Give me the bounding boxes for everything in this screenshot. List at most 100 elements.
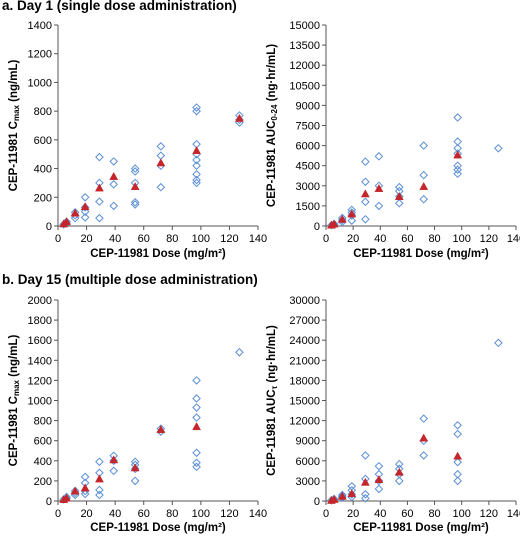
y-axis-label-subscript: 0-24	[270, 104, 279, 121]
x-tick-label: 100	[192, 508, 210, 520]
data-point-diamond	[80, 472, 90, 482]
data-point-diamond	[361, 489, 370, 499]
data-point-triangle	[394, 192, 404, 200]
y-tick-label: 10500	[289, 80, 320, 92]
data-point-triangle	[374, 183, 384, 192]
data-point-diamond	[419, 414, 429, 423]
y-tick-label: 1400	[28, 20, 52, 32]
data-point-diamond	[192, 413, 201, 422]
y-tick-label: 2000	[28, 295, 52, 307]
y-tick-label: 18000	[289, 375, 320, 387]
x-tick-label: 140	[249, 508, 267, 520]
y-tick-label: 0	[46, 221, 52, 233]
data-point-diamond	[109, 201, 119, 211]
y-tick-label: 15000	[289, 396, 320, 408]
data-point-diamond	[156, 151, 166, 160]
data-point-triangle	[419, 181, 429, 190]
data-point-diamond	[453, 113, 462, 122]
section-title-day1: a. Day 1 (single dose administration)	[2, 0, 237, 13]
data-point-diamond	[347, 489, 357, 499]
data-point-diamond	[130, 476, 140, 486]
y-axis-label: CEP-11981 AUCτ (ng·hr/mL)	[266, 325, 279, 476]
y-axis-label-units: (ng·hr/mL)	[266, 325, 278, 386]
data-point-diamond	[361, 451, 370, 460]
x-tick-label: 120	[220, 508, 238, 520]
data-point-diamond	[109, 157, 119, 166]
data-point-diamond	[192, 155, 201, 165]
data-point-diamond	[192, 462, 201, 472]
section-title-day15: b. Day 15 (multiple dose administration)	[2, 272, 258, 287]
data-point-diamond	[361, 157, 370, 166]
data-point-diamond	[80, 213, 90, 222]
y-axis-label-main: CEP-11981 C	[8, 396, 20, 466]
data-point-diamond	[192, 394, 201, 403]
y-tick-label: 1200	[28, 375, 52, 387]
data-point-diamond	[419, 170, 429, 180]
data-point-diamond	[394, 476, 404, 486]
data-point-diamond	[95, 152, 104, 162]
data-point-diamond	[192, 106, 201, 116]
y-tick-label: 27000	[289, 315, 320, 327]
y-tick-label: 9000	[296, 100, 320, 112]
data-point-diamond	[361, 177, 370, 187]
data-point-diamond	[130, 164, 140, 173]
data-point-diamond	[453, 165, 462, 175]
data-point-triangle	[360, 477, 370, 486]
data-point-diamond	[192, 458, 201, 468]
data-point-triangle	[130, 182, 140, 190]
data-point-triangle	[156, 158, 166, 167]
x-tick-label: 20	[347, 508, 359, 520]
data-point-diamond	[347, 216, 357, 225]
x-tick-label: 40	[109, 508, 121, 520]
data-point-diamond	[192, 161, 201, 171]
data-point-triangle	[95, 474, 104, 483]
y-tick-label: 7500	[296, 121, 320, 133]
x-tick-label: 80	[166, 508, 178, 520]
y-tick-label: 12000	[289, 60, 320, 72]
y-tick-label: 6000	[296, 456, 320, 468]
data-point-diamond	[95, 490, 104, 500]
x-tick-label: 60	[401, 508, 413, 520]
x-tick-label: 120	[480, 508, 498, 520]
data-point-diamond	[453, 476, 462, 486]
data-point-diamond	[453, 457, 462, 467]
data-point-triangle	[337, 491, 347, 500]
data-point-diamond	[156, 182, 166, 192]
data-point-diamond	[70, 486, 80, 496]
x-tick-label: 0	[323, 233, 329, 245]
data-point-diamond	[130, 167, 140, 176]
data-point-diamond	[394, 198, 404, 208]
y-tick-label: 30000	[289, 295, 320, 307]
y-axis-label-main: CEP-11981 C	[8, 121, 20, 191]
y-axis-label-main: CEP-11981 AUC	[266, 121, 278, 208]
data-point-diamond	[192, 403, 201, 412]
data-point-diamond	[374, 201, 384, 211]
data-point-triangle	[337, 214, 347, 223]
data-point-diamond	[419, 451, 429, 460]
y-axis-label-subscript: τ	[270, 385, 279, 389]
data-point-diamond	[80, 192, 90, 202]
y-tick-label: 800	[34, 416, 52, 428]
data-point-diamond	[361, 197, 370, 207]
y-tick-label: 600	[34, 436, 52, 448]
data-point-triangle	[394, 467, 404, 476]
x-tick-label: 80	[428, 233, 440, 245]
x-axis-label: CEP-11981 Dose (mg/m²)	[90, 248, 226, 260]
x-tick-label: 20	[80, 233, 92, 245]
y-tick-label: 6000	[296, 141, 320, 153]
y-axis-label-units: (ng/mL)	[8, 334, 20, 380]
data-point-diamond	[95, 197, 104, 206]
data-point-diamond	[394, 192, 404, 201]
data-point-triangle	[192, 146, 201, 155]
data-point-triangle	[62, 493, 71, 502]
data-point-triangle	[329, 219, 339, 228]
data-point-diamond	[192, 178, 201, 188]
data-point-diamond	[192, 448, 201, 458]
y-tick-label: 800	[34, 106, 52, 118]
y-tick-label: 1000	[28, 77, 52, 89]
data-point-diamond	[453, 161, 462, 171]
data-point-triangle	[70, 208, 80, 217]
data-point-diamond	[130, 464, 140, 474]
y-tick-label: 200	[34, 192, 52, 204]
data-point-triangle	[62, 217, 71, 226]
